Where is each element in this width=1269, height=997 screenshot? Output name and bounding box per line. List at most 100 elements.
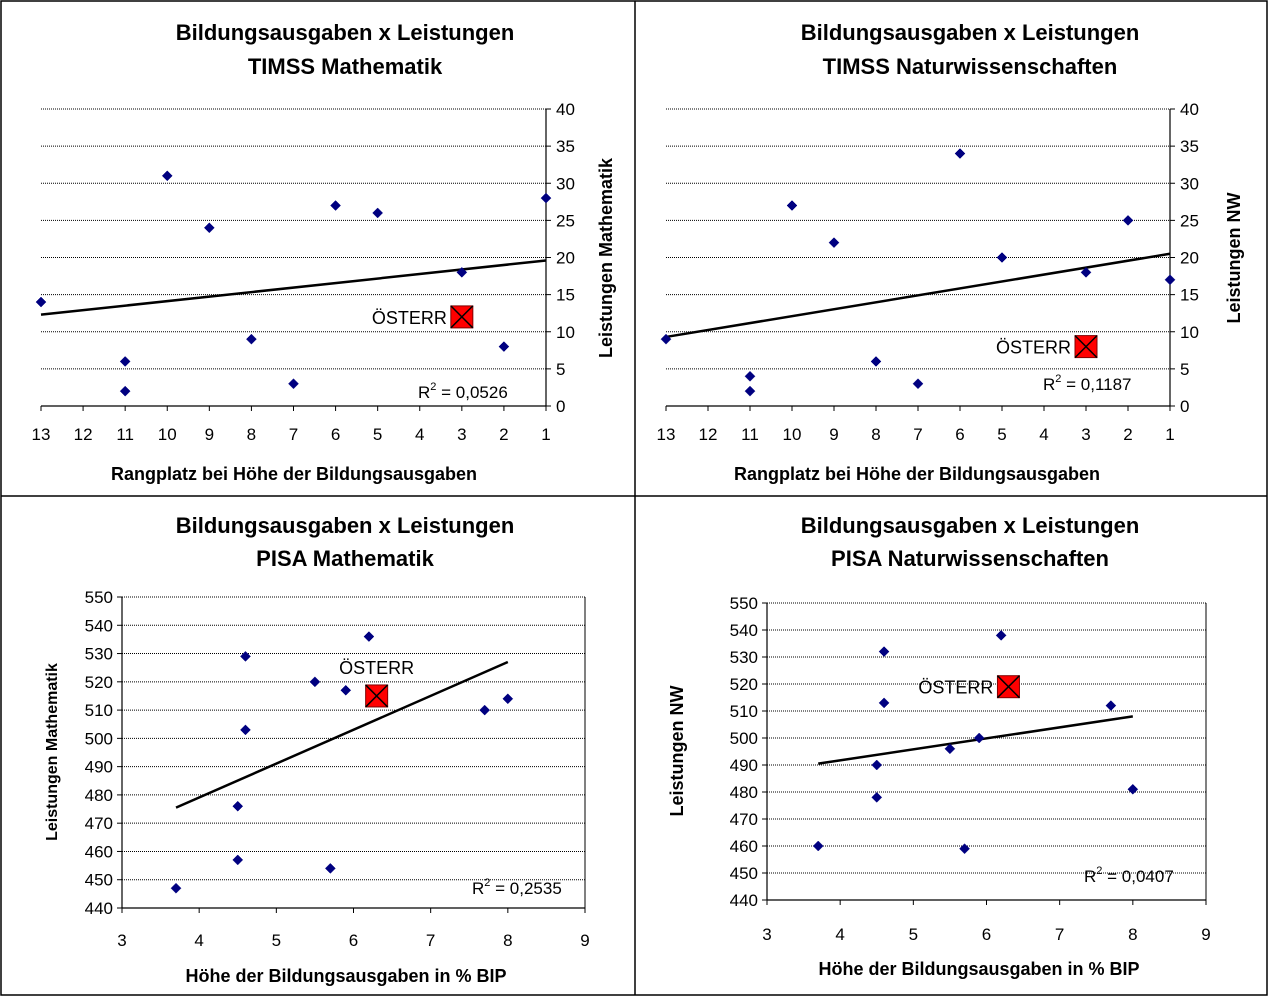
data-point [240,651,251,662]
highlight-label: ÖSTERR [339,658,414,678]
data-point [996,252,1008,263]
x-tick-label: 7 [426,931,435,950]
data-point [372,207,384,219]
x-tick-label: 8 [871,425,880,444]
data-point [878,697,890,709]
y-tick-label: 460 [85,842,113,861]
y-tick-label: 40 [556,100,575,119]
trendline [665,252,1171,339]
y-tick-label: 530 [730,648,758,667]
y-tick-label: 15 [556,286,575,305]
x-tick-label: 4 [1039,425,1048,444]
x-tick-label: 8 [503,931,512,950]
x-tick-label: 7 [1055,925,1064,944]
data-point [232,800,244,812]
x-tick-label: 6 [349,931,358,950]
x-tick-label: 11 [741,425,759,444]
data-point [540,192,552,204]
chart-title-line-1: Bildungsausgaben x Leistungen [176,513,515,538]
y-tick-label: 5 [556,360,565,379]
chart-title-line-2: PISA Naturwissenschaften [831,546,1109,571]
y-tick-label: 450 [730,864,758,883]
y-axis-label: Leistungen NW [667,685,687,816]
r-squared-label: R2 = 0,0526 [418,381,508,402]
data-point [944,743,956,755]
y-tick-label: 25 [556,211,575,230]
y-tick-label: 470 [85,814,113,833]
x-tick-label: 5 [373,425,382,444]
y-tick-label: 490 [85,758,113,777]
highlight-marker [996,675,1020,699]
y-axis-label: Leistungen Mathematik [596,157,616,358]
chart-1: Bildungsausgaben x Leistungen TIMSS Mathe… [32,20,616,484]
data-point [912,378,924,390]
x-tick-label: 3 [1081,425,1090,444]
data-point [871,792,883,803]
chart-3: Bildungsausgaben x Leistungen PISA Mathem… [44,513,590,986]
y-tick-label: 500 [730,729,758,748]
y-tick-label: 550 [85,588,113,607]
x-tick-label: 6 [955,425,964,444]
data-point [498,341,510,352]
data-point [812,840,824,852]
y-tick-label: 500 [85,729,113,748]
trendline [175,660,509,809]
data-point [744,385,756,397]
x-tick-label: 13 [32,425,51,444]
x-tick-label: 12 [74,425,93,444]
chart-title-line-1: Bildungsausgaben x Leistungen [176,20,515,45]
highlight-label: ÖSTERR [372,308,447,328]
r-squared-label: R2 = 0,2535 [472,877,562,898]
chart-title-line-2: TIMSS Naturwissenschaften [823,54,1118,79]
y-axis-label: Leistungen NW [1224,192,1244,323]
x-tick-label: 9 [205,425,214,444]
x-tick-label: 4 [194,931,203,950]
x-tick-label: 5 [997,425,1006,444]
data-point [995,630,1007,641]
data-point [744,370,756,382]
y-tick-label: 490 [730,756,758,775]
data-point [1105,700,1117,711]
y-tick-label: 540 [85,616,113,635]
data-point [363,631,375,642]
x-tick-label: 6 [982,925,991,944]
y-tick-label: 15 [1180,286,1199,305]
y-tick-label: 450 [85,871,113,890]
y-tick-label: 25 [1180,211,1199,230]
y-tick-label: 35 [1180,137,1199,156]
highlight-label: ÖSTERR [918,678,993,698]
x-tick-label: 8 [1128,925,1137,944]
x-tick-label: 7 [289,425,298,444]
y-tick-label: 520 [730,675,758,694]
trendline [818,715,1134,765]
x-tick-label: 12 [699,425,718,444]
data-point [871,759,883,771]
data-point [240,724,251,736]
y-tick-label: 35 [556,137,575,156]
y-tick-label: 40 [1180,100,1199,119]
data-point [170,882,182,894]
x-tick-label: 9 [1201,925,1210,944]
highlight-marker [450,305,474,329]
y-tick-label: 540 [730,621,758,640]
data-point [119,385,131,397]
y-tick-label: 520 [85,673,113,692]
y-tick-label: 0 [1180,397,1189,416]
y-tick-label: 20 [556,249,575,268]
y-tick-label: 460 [730,837,758,856]
data-point [660,333,672,345]
x-tick-label: 13 [657,425,676,444]
x-tick-label: 11 [116,425,134,444]
y-tick-label: 5 [1180,360,1189,379]
x-tick-label: 10 [158,425,177,444]
highlight-marker [1074,335,1098,359]
data-point [1080,266,1092,278]
x-axis-label: Höhe der Bildungsausgaben in % BIP [818,959,1139,979]
y-tick-label: 550 [730,594,758,613]
data-point [959,843,970,855]
chart-2: Bildungsausgaben x Leistungen TIMSS Natur… [657,20,1244,484]
y-tick-label: 440 [85,899,113,918]
data-point [456,266,468,278]
